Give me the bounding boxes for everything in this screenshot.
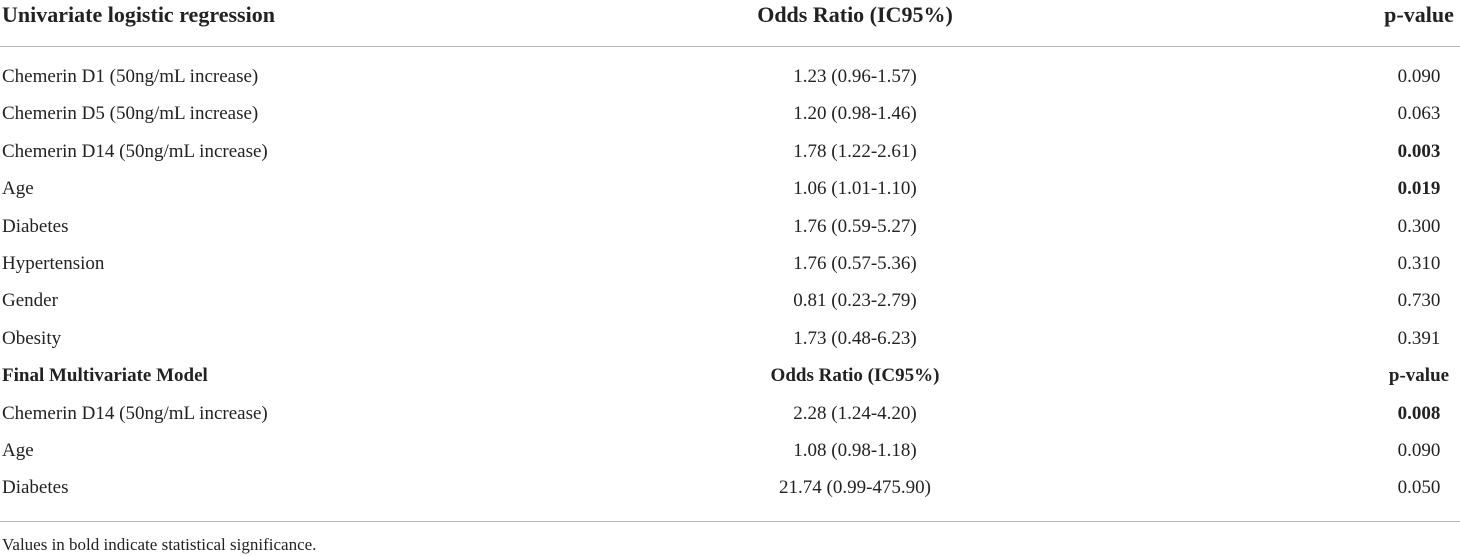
bottom-rule xyxy=(0,521,1460,522)
odds-ratio: 2.28 (1.24-4.20) xyxy=(793,402,917,424)
label: Gender xyxy=(2,290,58,312)
label: Age xyxy=(2,440,34,461)
footnote: Values in bold indicate statistical sign… xyxy=(2,535,317,554)
label: Age xyxy=(2,178,34,200)
label: Diabetes xyxy=(2,477,69,499)
p-value: 0.090 xyxy=(1397,440,1441,461)
column-header: Univariate logistic regression xyxy=(2,2,275,27)
odds-ratio: 1.78 (1.22-2.61) xyxy=(793,140,917,162)
p-value: 0.300 xyxy=(1397,215,1441,237)
label: Hypertension xyxy=(2,253,105,274)
odds-ratio: 1.20 (0.98-1.46) xyxy=(793,103,917,125)
section-header: Odds Ratio (IC95%) xyxy=(770,365,940,387)
label: Chemerin D1 (50ng/mL increase) xyxy=(2,66,259,87)
column-header: Odds Ratio (IC95%) xyxy=(757,2,953,27)
p-value: 0.391 xyxy=(1397,327,1441,349)
p-value: 0.090 xyxy=(1397,66,1441,87)
odds-ratio: 1.76 (0.59-5.27) xyxy=(793,215,917,237)
section-header: p-value xyxy=(1388,365,1450,387)
odds-ratio: 1.23 (0.96-1.57) xyxy=(793,66,917,87)
p-value: 0.050 xyxy=(1397,477,1441,499)
label: Obesity xyxy=(2,327,62,349)
column-header: p-value xyxy=(1384,2,1454,27)
p-value: 0.008 xyxy=(1397,402,1441,424)
label: Chemerin D14 (50ng/mL increase) xyxy=(2,140,268,162)
odds-ratio: 21.74 (0.99-475.90) xyxy=(779,477,931,499)
odds-ratio: 1.08 (0.98-1.18) xyxy=(793,440,917,461)
p-value: 0.310 xyxy=(1397,253,1441,274)
label: Chemerin D5 (50ng/mL increase) xyxy=(2,103,259,125)
odds-ratio: 0.81 (0.23-2.79) xyxy=(793,290,917,312)
p-value: 0.003 xyxy=(1397,140,1441,162)
odds-ratio: 1.06 (1.01-1.10) xyxy=(793,178,917,200)
p-value: 0.730 xyxy=(1397,290,1441,312)
header-rule xyxy=(0,46,1460,47)
p-value: 0.063 xyxy=(1397,103,1441,125)
odds-ratio: 1.73 (0.48-6.23) xyxy=(793,327,917,349)
odds-ratio: 1.76 (0.57-5.36) xyxy=(793,253,917,274)
label: Diabetes xyxy=(2,215,69,237)
section-header: Final Multivariate Model xyxy=(2,365,208,387)
p-value: 0.019 xyxy=(1397,178,1441,200)
label: Chemerin D14 (50ng/mL increase) xyxy=(2,402,268,424)
